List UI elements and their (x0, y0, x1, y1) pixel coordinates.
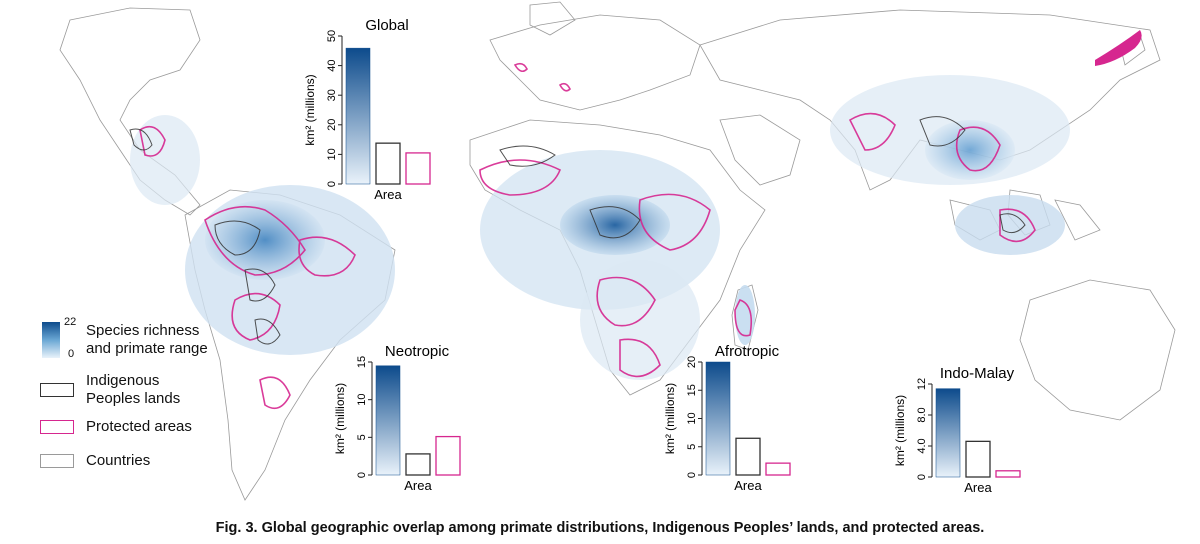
y-tick-label: 20 (686, 356, 698, 368)
y-axis-label: km² (millions) (333, 383, 347, 454)
protected-areas (139, 62, 1036, 410)
legend-countries: Countries (40, 452, 150, 470)
bar-protected-areas (435, 435, 461, 476)
bar-indigenous-peoples-lands (375, 142, 401, 185)
y-tick-label: 0 (916, 474, 928, 480)
bar-primate-range (375, 365, 401, 476)
y-tick-label: 12 (916, 378, 928, 390)
bar-indigenous-peoples-lands (405, 453, 431, 476)
y-tick-label: 5 (686, 444, 698, 450)
bar-indigenous-peoples-lands (965, 440, 991, 478)
chart-title: Afrotropic (715, 343, 780, 360)
bar-protected-areas (995, 470, 1021, 478)
richness-label: Species richness and primate range (86, 322, 208, 357)
x-axis-label: Area (964, 480, 992, 495)
y-tick-label: 10 (686, 412, 698, 424)
protected-swatch (40, 420, 74, 434)
chart-global: Global 0 10 20 30 40 50 km² (millions) Area (300, 14, 450, 219)
y-tick-label: 15 (356, 356, 368, 368)
primate-range (130, 75, 1070, 380)
chart-indo-malay: Indo-Malay 0 4.0 8.0 12 km² (millions) Area (890, 362, 1040, 512)
y-axis-label: km² (millions) (663, 383, 677, 454)
bar-primate-range (705, 361, 731, 476)
world-map (59, 1, 1176, 501)
y-tick-label: 20 (326, 119, 338, 131)
richness-min-label: 0 (68, 348, 75, 360)
y-axis-label: km² (millions) (303, 74, 317, 145)
chart-title: Indo-Malay (940, 365, 1015, 382)
bar-primate-range (345, 47, 371, 185)
legend-indigenous: Indigenous Peoples lands (40, 372, 180, 408)
y-tick-label: 10 (356, 394, 368, 406)
richness-gradient-swatch (42, 322, 60, 358)
y-tick-label: 40 (326, 59, 338, 71)
japan-protected (1095, 30, 1142, 66)
x-axis-label: Area (404, 478, 432, 493)
indigenous-lands (129, 116, 1026, 345)
y-tick-label: 4.0 (916, 438, 928, 453)
y-tick-label: 5 (356, 434, 368, 440)
figure-caption: Fig. 3. Global geographic overlap among … (215, 520, 985, 536)
bar-protected-areas (405, 152, 431, 185)
bar-protected-areas (765, 462, 791, 476)
chart-afrotropic: Afrotropic 0 5 10 15 20 km² (millions) Area (660, 340, 810, 510)
indigenous-swatch (40, 383, 74, 397)
richness-max-label: 22 (64, 316, 77, 328)
legend-protected: Protected areas (40, 418, 192, 436)
bar-primate-range (935, 388, 961, 478)
y-tick-label: 50 (326, 30, 338, 42)
y-tick-label: 10 (326, 148, 338, 160)
chart-title: Neotropic (385, 343, 450, 360)
y-tick-label: 30 (326, 89, 338, 101)
x-axis-label: Area (374, 187, 402, 202)
y-axis-label: km² (millions) (893, 395, 907, 466)
y-tick-label: 0 (686, 472, 698, 478)
chart-neotropic: Neotropic 0 5 10 15 km² (millions) Area (330, 340, 480, 510)
countries-swatch (40, 454, 74, 468)
y-tick-label: 15 (686, 384, 698, 396)
y-tick-label: 0 (326, 181, 338, 187)
x-axis-label: Area (734, 478, 762, 493)
y-tick-label: 0 (356, 472, 368, 478)
y-tick-label: 8.0 (916, 407, 928, 422)
map-legend: 22 0 Species richness and primate range … (40, 316, 240, 476)
chart-title: Global (365, 17, 408, 34)
bar-indigenous-peoples-lands (735, 437, 761, 476)
